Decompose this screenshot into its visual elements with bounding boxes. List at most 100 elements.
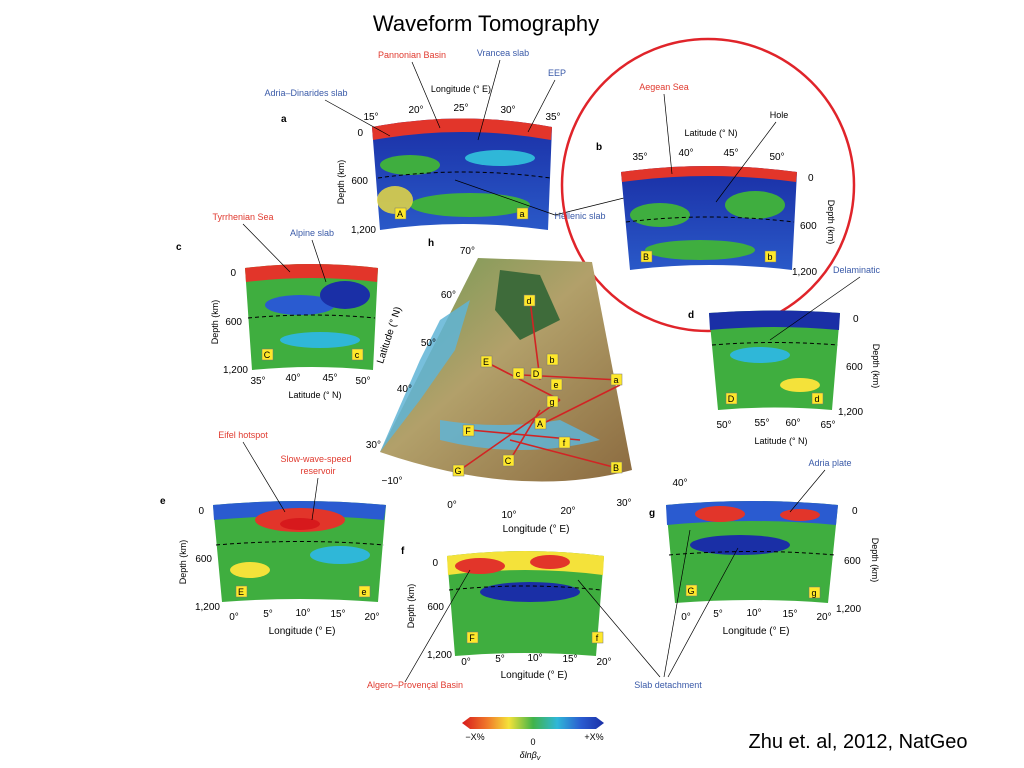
tick-label: 50° [355,376,370,387]
depth-tick: 600 [844,556,861,567]
discontinuity-line [247,314,376,319]
axis-title: Latitude (° N) [684,128,737,138]
profile-end-label: g [811,588,816,598]
annotation-delamination: Delaminatic [833,265,881,275]
map-marker-label: c [516,369,521,379]
map-marker-label: b [549,355,554,365]
depth-tick: 1,200 [223,365,248,376]
profile-end-label: f [596,633,599,643]
depth-axis-title: Depth (km) [336,160,346,205]
anomaly-blob [530,555,570,569]
map-marker [546,353,559,366]
profile-start-marker [261,348,274,361]
anomaly-blob [230,562,270,578]
tick-label: 25° [453,103,468,114]
map-marker [502,454,515,467]
map-lon-tick: 40° [672,478,687,489]
tick-label: 35° [632,152,647,163]
map-marker [534,417,547,430]
anomaly-blob [465,150,535,166]
map-lat-tick: 50° [421,338,436,349]
panel-g: g Longitude (° E) 0° 5° 10° 15° 20° 0 60… [649,501,880,637]
tick-label: 55° [754,418,769,429]
panel-b: b Latitude (° N) 35° 40° 45° 50° 0 600 1… [596,128,836,278]
profile-end-label: c [355,350,360,360]
tick-label: 0° [229,612,239,623]
tick-label: 50° [716,420,731,431]
anomaly-blob [280,518,320,530]
annotation-aegean-sea: Aegean Sea [639,82,689,92]
depth-tick: 1,200 [838,407,863,418]
map-marker-label: D [533,369,540,379]
profile-start-marker [235,585,248,598]
tick-label: 15° [330,609,345,620]
map-lat-tick: 70° [460,246,475,257]
annotation-leader-f [404,569,471,683]
annotation-leaders-e [242,441,319,521]
tick-label: 15° [562,654,577,665]
panel-letter: e [160,496,166,507]
anomaly-blob [377,186,413,214]
map-marker [610,373,623,386]
map-marker [610,461,623,474]
colorbar-title: δlnβv [520,750,541,762]
tick-label: 10° [527,653,542,664]
tick-label: 65° [820,420,835,431]
profile-end-label: b [767,252,772,262]
anomaly-blob [480,582,580,602]
colorbar-min-label: −X% [465,732,484,742]
anomaly-blob [265,295,335,315]
tick-label: 15° [782,609,797,620]
depth-tick: 0 [853,314,859,325]
map-marker [462,424,475,437]
tick-label: 20° [408,105,423,116]
annotation-adria-dinarides-slab: Adria–Dinarides slab [264,88,347,98]
panel-c: c Latitude (° N) 35° 40° 45° 50° 0 600 1… [176,242,378,400]
anomaly-blob [725,191,785,219]
map-lat-tick: 30° [366,440,381,451]
map-marker-label: A [537,419,543,429]
anomaly-blob [780,378,820,392]
panel-e: e Longitude (° E) 0° 5° 10° 15° 20° 0 60… [160,496,386,637]
panel-letter: a [281,114,287,125]
tick-label: 20° [364,612,379,623]
colorbar-max-label: +X% [584,732,603,742]
map-marker [523,294,536,307]
slow-anomaly-layer [245,264,378,282]
annotation-vrancea-slab: Vrancea slab [477,48,529,58]
map-marker-label: d [526,296,531,306]
panel-letter: b [596,142,602,153]
panel-letter: g [649,508,655,519]
map-lon-tick: 30° [616,498,631,509]
depth-tick: 0 [808,173,814,184]
profile-end-marker [811,392,824,405]
profile-start-label: D [728,394,735,404]
map-lon-tick: 10° [501,510,516,521]
depth-axis-title: Depth (km) [871,344,881,389]
annotation-algero-provencal-basin: Algero–Provençal Basin [367,680,463,690]
panel-a: a Longitude (° E) 15° 20° 25° 30° 35° 0 … [281,84,561,236]
discontinuity-line [448,585,602,591]
tick-label: 0° [461,657,471,668]
profile-start-label: C [264,350,271,360]
annotation-leaders-g [577,469,826,678]
map-marker [452,464,465,477]
depth-tick: 0 [357,128,363,139]
depth-tick: 1,200 [351,225,376,236]
tick-label: 35° [545,112,560,123]
profile-end-label: a [519,209,524,219]
map-marker [530,367,543,380]
tick-label: 5° [713,609,723,620]
panel-h: h d E b c D e a g A F [366,238,688,535]
anomaly-blob [645,240,755,260]
profile-end-marker [764,250,777,263]
slide-title: Waveform Tomography [373,11,599,36]
anomaly-blob [410,193,530,217]
anomaly-blob [380,155,440,175]
map-lat-tick: 40° [397,384,412,395]
profile-start-marker [394,207,407,220]
depth-tick: 0 [432,558,438,569]
depth-tick: 1,200 [836,604,861,615]
profile-end-marker [516,207,529,220]
